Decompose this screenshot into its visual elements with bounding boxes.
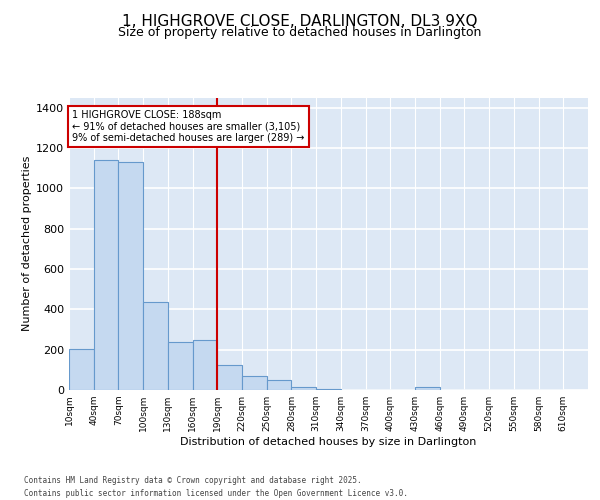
- Text: 1 HIGHGROVE CLOSE: 188sqm
← 91% of detached houses are smaller (3,105)
9% of sem: 1 HIGHGROVE CLOSE: 188sqm ← 91% of detac…: [72, 110, 305, 143]
- Text: Size of property relative to detached houses in Darlington: Size of property relative to detached ho…: [118, 26, 482, 39]
- Bar: [94, 160, 118, 390]
- Bar: [69, 348, 94, 390]
- Bar: [217, 365, 242, 390]
- Bar: [242, 376, 267, 390]
- Bar: [118, 162, 143, 390]
- Bar: [168, 342, 193, 390]
- Bar: [143, 302, 168, 390]
- Bar: [267, 380, 292, 390]
- X-axis label: Distribution of detached houses by size in Darlington: Distribution of detached houses by size …: [181, 437, 476, 447]
- Y-axis label: Number of detached properties: Number of detached properties: [22, 156, 32, 332]
- Text: Contains HM Land Registry data © Crown copyright and database right 2025.
Contai: Contains HM Land Registry data © Crown c…: [24, 476, 408, 498]
- Text: 1, HIGHGROVE CLOSE, DARLINGTON, DL3 9XQ: 1, HIGHGROVE CLOSE, DARLINGTON, DL3 9XQ: [122, 14, 478, 29]
- Bar: [292, 387, 316, 390]
- Bar: [316, 389, 341, 390]
- Bar: [193, 340, 217, 390]
- Bar: [415, 387, 440, 390]
